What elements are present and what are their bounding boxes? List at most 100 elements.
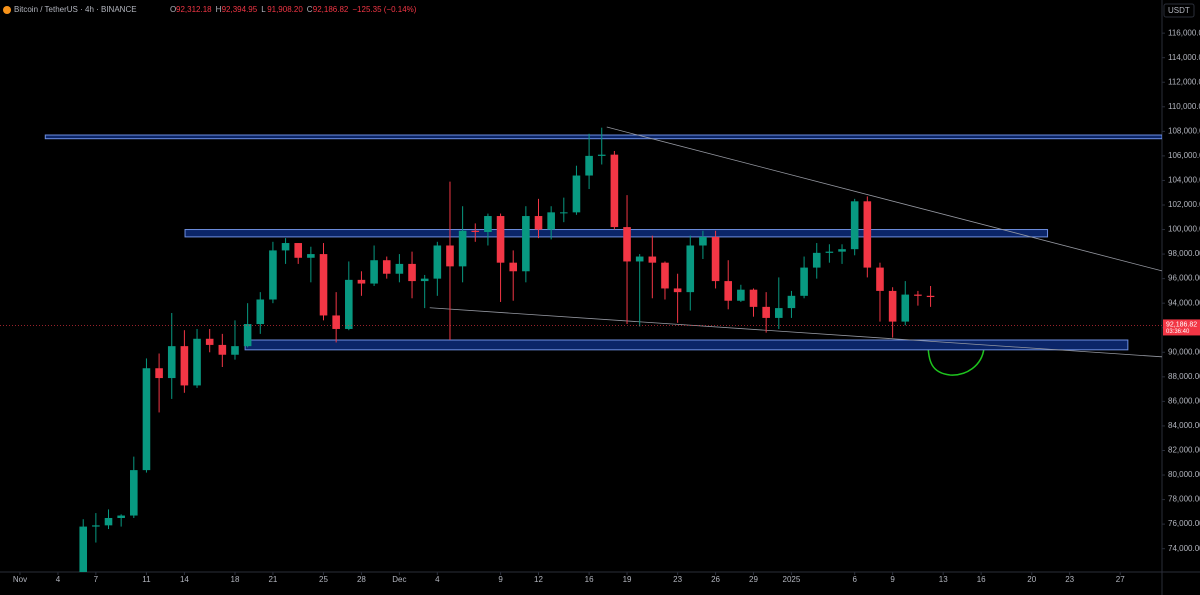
y-tick-label: 84,000.00 (1168, 421, 1200, 430)
y-tick-label: 78,000.00 (1168, 495, 1200, 504)
x-tick-label: 2025 (783, 575, 801, 584)
x-tick-label: 26 (711, 575, 720, 584)
candle-body (522, 216, 530, 272)
candle-body (180, 346, 189, 386)
candle-body (762, 306, 770, 318)
y-tick-label: 94,000.00 (1168, 298, 1200, 307)
candle-body (130, 470, 138, 516)
candle-body (699, 236, 707, 246)
y-tick-label: 114,000.00 (1168, 53, 1200, 62)
y-tick-label: 90,000.00 (1168, 347, 1200, 356)
y-tick-label: 108,000.00 (1168, 126, 1200, 135)
candle-body (155, 368, 163, 379)
y-tick-label: 74,000.00 (1168, 544, 1200, 553)
candle-body (635, 256, 644, 262)
y-tick-label: 112,000.00 (1168, 77, 1200, 86)
change: −125.35 (−0.14%) (352, 5, 416, 14)
candle-body (648, 256, 657, 263)
ohlc-value: 91,908.20 (267, 5, 303, 14)
candle-body (243, 324, 252, 347)
candle-body (623, 227, 631, 262)
candle-body (92, 525, 100, 527)
y-tick-label: 104,000.00 (1168, 176, 1200, 185)
x-tick-label: Nov (13, 575, 27, 584)
candle-body (534, 216, 543, 230)
candle-body (673, 288, 682, 293)
x-tick-label: 23 (673, 575, 682, 584)
candle-body (332, 315, 340, 329)
y-tick-label: 80,000.00 (1168, 470, 1200, 479)
candle-body (825, 251, 834, 253)
candle-body (585, 155, 593, 176)
x-tick-label: 7 (94, 575, 99, 584)
x-tick-label: 20 (1027, 575, 1036, 584)
candle-body (926, 295, 935, 298)
ohlc-label: L (261, 5, 266, 14)
x-tick-label: 29 (749, 575, 758, 584)
x-tick-label: 16 (977, 575, 986, 584)
y-tick-label: 102,000.00 (1168, 200, 1200, 209)
candle-body (850, 201, 859, 250)
candle-body (724, 281, 733, 301)
candle-body (79, 526, 88, 572)
candle-body (914, 294, 922, 296)
x-tick-label: 16 (585, 575, 594, 584)
trendline (606, 126, 1162, 272)
countdown: 03:36:40 (1166, 329, 1190, 335)
symbol-title: Bitcoin / TetherUS · 4h · BINANCE (14, 5, 137, 14)
candle-body (876, 267, 884, 291)
candle-body (775, 308, 783, 318)
candle-body (458, 230, 467, 267)
candle-body (357, 279, 366, 284)
candle-body (686, 245, 695, 293)
y-tick-label: 86,000.00 (1168, 396, 1200, 405)
candle-body (812, 252, 821, 268)
x-tick-label: 12 (534, 575, 543, 584)
candle-body (838, 249, 846, 252)
candle-body (888, 290, 897, 322)
x-tick-label: 13 (939, 575, 948, 584)
candle-body (269, 250, 277, 300)
candle-body (496, 216, 505, 263)
candle-body (484, 216, 492, 232)
candle-body (117, 515, 125, 518)
x-tick-label: 21 (268, 575, 277, 584)
y-tick-label: 116,000.00 (1168, 28, 1200, 37)
ohlc-value: 92,394.95 (222, 5, 258, 14)
candle-body (471, 230, 480, 232)
ohlc-label: C (307, 5, 313, 14)
x-tick-label: 28 (357, 575, 366, 584)
candle-body (800, 267, 808, 296)
y-tick-label: 82,000.00 (1168, 446, 1200, 455)
candle-body (610, 154, 619, 228)
x-tick-label: 25 (319, 575, 328, 584)
candle-body (294, 243, 303, 258)
y-tick-label: 110,000.00 (1168, 102, 1200, 111)
hand-drawn-curve (927, 341, 985, 376)
y-tick-label: 76,000.00 (1168, 519, 1200, 528)
candle-body (307, 254, 315, 258)
plot-area (44, 126, 1162, 572)
currency[interactable]: USDT (1168, 6, 1190, 15)
y-tick-label: 106,000.00 (1168, 151, 1200, 160)
y-tick-label: 96,000.00 (1168, 274, 1200, 283)
candle-body (382, 260, 391, 274)
candle-body (370, 260, 378, 284)
candle-body (572, 175, 581, 213)
candle-body (433, 245, 442, 279)
y-tick-label: 100,000.00 (1168, 225, 1200, 234)
ohlc-values: O 92,312.18 H 92,394.95 L 91,908.20 C 92,186.82… (170, 5, 417, 14)
candle-body (205, 338, 214, 345)
ohlc-value: 92,312.18 (176, 5, 212, 14)
x-tick-label: 27 (1116, 575, 1125, 584)
zone (244, 339, 1129, 351)
candle-body (737, 289, 745, 301)
x-tick-label: 18 (231, 575, 240, 584)
x-tick-label: 9 (890, 575, 895, 584)
candle-body (319, 254, 328, 316)
currency-button[interactable] (1163, 3, 1195, 18)
candle-body (281, 243, 290, 251)
x-tick-label: Dec (392, 575, 406, 584)
